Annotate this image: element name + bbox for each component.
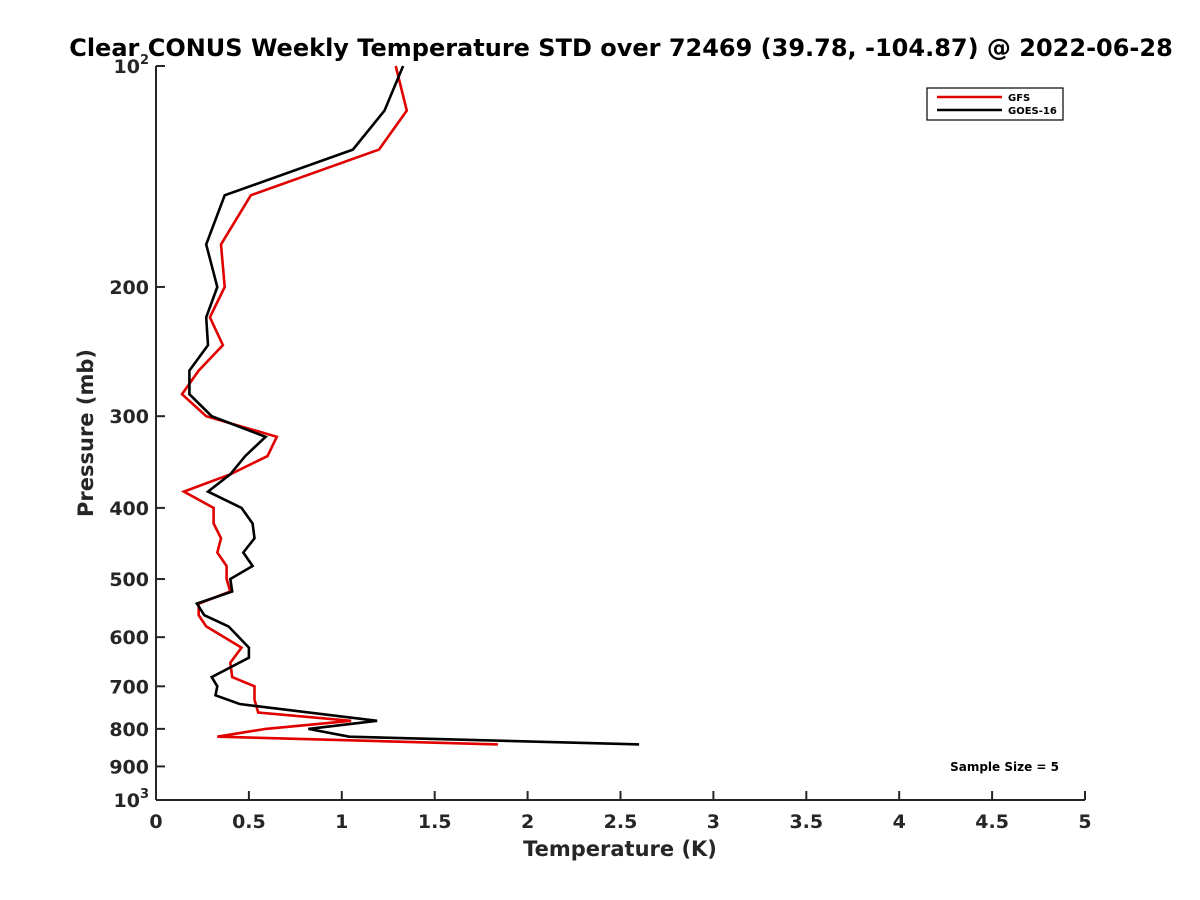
sample-size-annotation: Sample Size = 5: [950, 760, 1059, 774]
y-tick-label: 102: [114, 53, 150, 78]
y-axis-label: Pressure (mb): [74, 349, 98, 517]
legend-box: [926, 87, 1064, 121]
y-tick-label: 800: [109, 719, 149, 741]
x-tick-label: 2: [521, 811, 534, 833]
legend-label-gfs: GFS: [1008, 93, 1030, 104]
x-tick-label: 0: [149, 811, 162, 833]
x-tick-label: 3.5: [789, 811, 823, 833]
y-tick-label: 700: [109, 676, 149, 698]
x-tick-label: 4.5: [975, 811, 1009, 833]
x-tick-label: 4: [893, 811, 906, 833]
series-layer: [180, 65, 640, 746]
y-tick-label: 500: [109, 569, 149, 591]
y-tick-label: 900: [109, 756, 149, 778]
y-tick-label: 600: [109, 627, 149, 649]
x-tick-label: 3: [707, 811, 720, 833]
x-axis-ticks: 0 0.5 1 1.5 2 2.5 3 3.5 4 4.5 5: [149, 791, 1092, 833]
x-tick-label: 1.5: [418, 811, 452, 833]
y-tick-label: 200: [109, 277, 149, 299]
x-tick-label: 1: [335, 811, 348, 833]
y-tick-exponent: 2: [140, 53, 149, 68]
y-tick-label: 300: [109, 406, 149, 428]
x-tick-label: 2.5: [604, 811, 638, 833]
series-line-goes16: [188, 65, 640, 746]
y-axis-ticks: 102 200 300 400 500 600 700 800 900 103: [109, 53, 165, 812]
legend-label-goes16: GOES-16: [1008, 106, 1057, 117]
plot-area: 0 0.5 1 1.5 2 2.5 3 3.5 4 4.5 5 102 200 300 400 500 600…: [109, 53, 1091, 833]
series-line-gfs: [180, 65, 498, 746]
x-tick-label: 5: [1078, 811, 1091, 833]
y-tick-exponent: 3: [140, 787, 149, 802]
y-tick-label: 103: [114, 787, 150, 812]
y-tick-label: 400: [109, 498, 149, 520]
x-axis-label: Temperature (K): [523, 837, 717, 861]
legend: GFS GOES-16: [926, 87, 1064, 121]
x-tick-label: 0.5: [232, 811, 266, 833]
chart-title: Clear CONUS Weekly Temperature STD over …: [69, 34, 1173, 62]
